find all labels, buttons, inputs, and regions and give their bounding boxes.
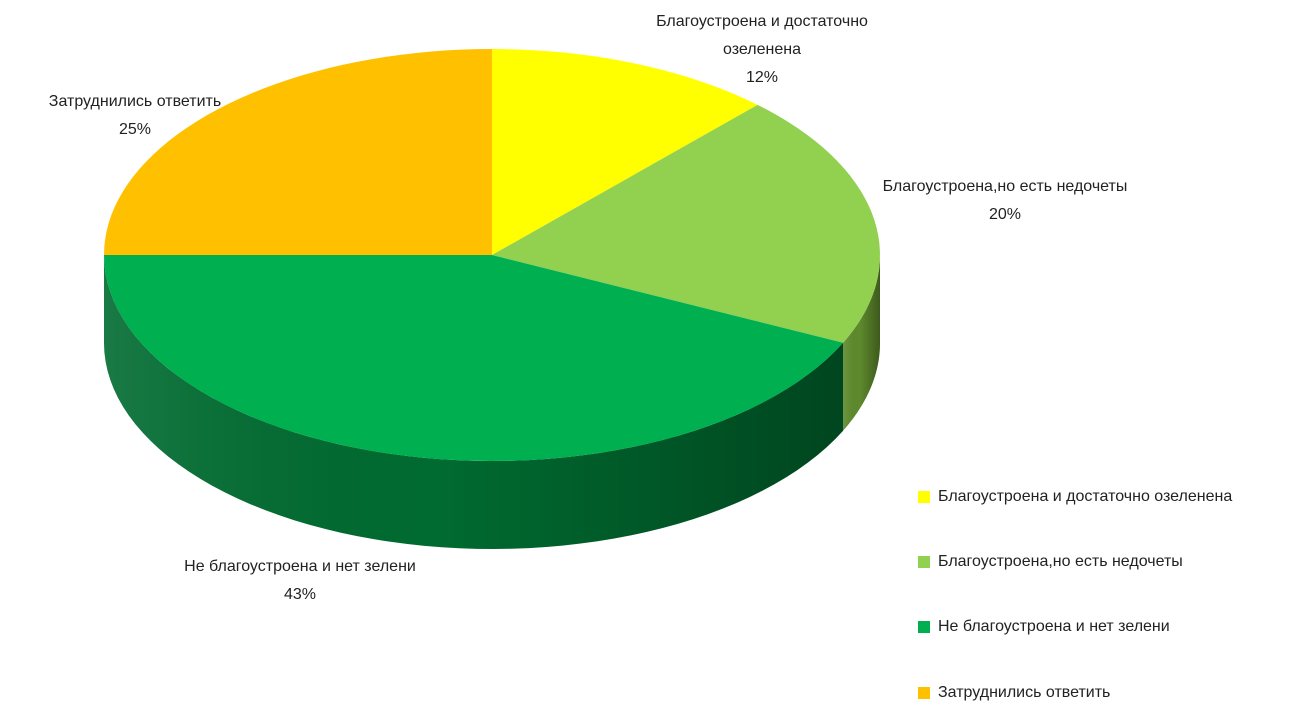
legend-label-2: Не благоустроена и нет зелени [938, 618, 1170, 635]
slice-label-2-percent: 43% [283, 586, 317, 603]
legend-label-0: Благоустроена и достаточно озеленена [938, 488, 1233, 505]
legend-item-0: Благоустроена и достаточно озеленена [918, 484, 1293, 510]
slice-label-0: Благоустроена и достаточно озеленена 12% [622, 8, 902, 92]
legend-label-1: Благоустроена,но есть недочеты [938, 553, 1183, 570]
legend-item-1: Благоустроена,но есть недочеты [918, 549, 1293, 575]
slice-label-3: Затруднились ответить 25% [0, 88, 270, 144]
legend-item-2: Не благоустроена и нет зелени [918, 614, 1293, 640]
slice-label-3-percent: 25% [118, 121, 152, 138]
pie-slice-side-shade-2 [104, 255, 844, 549]
slice-label-1: Благоустроена,но есть недочеты 20% [870, 173, 1140, 229]
pie-slice-side-shade-1 [843, 255, 880, 431]
legend-item-3: Затруднились ответить [918, 680, 1293, 706]
slice-label-0-percent: 12% [745, 69, 779, 86]
slice-label-2: Не благоустроена и нет зелени 43% [150, 553, 450, 609]
slice-label-1-name: Благоустроена,но есть недочеты [882, 178, 1128, 195]
pie-sides [104, 255, 880, 549]
legend-swatch-2 [918, 621, 930, 633]
slice-label-3-name: Затруднились ответить [48, 93, 222, 110]
slice-label-0-name: Благоустроена и достаточно озеленена [656, 13, 868, 58]
pie-slice-2 [104, 255, 844, 461]
slice-label-2-name: Не благоустроена и нет зелени [184, 558, 416, 575]
legend-swatch-0 [918, 491, 930, 503]
slice-label-1-percent: 20% [988, 206, 1022, 223]
legend-label-3: Затруднились ответить [938, 684, 1111, 701]
pie-slice-3 [104, 49, 492, 255]
pie-slice-0 [492, 49, 758, 255]
pie-tops [104, 49, 880, 461]
legend-swatch-3 [918, 687, 930, 699]
pie-slice-1 [492, 104, 880, 343]
legend-swatch-1 [918, 556, 930, 568]
